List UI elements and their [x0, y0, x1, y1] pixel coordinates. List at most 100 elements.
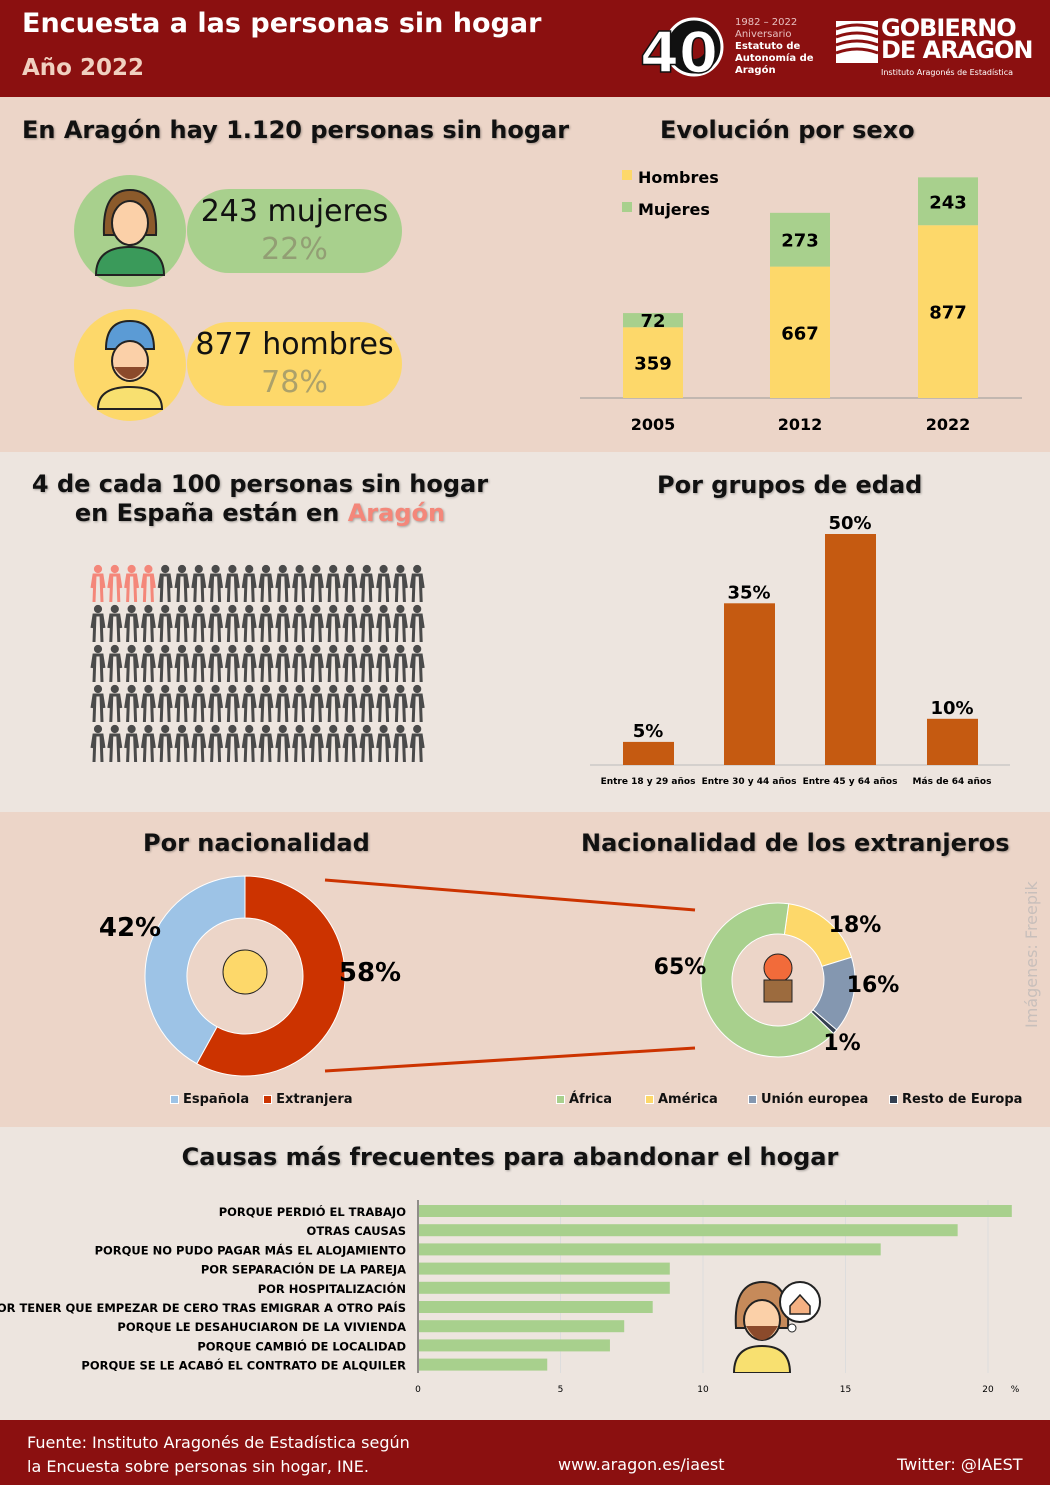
header: Encuesta a las personas sin hogar Año 20… [0, 0, 1050, 97]
person-icon [258, 604, 274, 643]
person-icon [107, 644, 123, 683]
person-icon [308, 684, 324, 723]
cause-label: POR HOSPITALIZACIÓN [258, 1281, 406, 1296]
person-icon [107, 564, 123, 603]
x-tick-label: 15 [840, 1385, 851, 1395]
data-label: 58% [339, 958, 401, 988]
x-tick-label: 5 [558, 1385, 564, 1395]
image-credit: Imágenes: Freepik [1022, 881, 1041, 1028]
x-tick-label: 2022 [926, 415, 971, 434]
cause-label: PORQUE PERDIÓ EL TRABAJO [219, 1204, 407, 1219]
connector-line [324, 1046, 696, 1073]
cause-bar [419, 1281, 670, 1294]
sex-chart-title: Evolución por sexo [660, 116, 915, 144]
person-icon [392, 724, 408, 763]
person-icon [275, 604, 291, 643]
legend-label: Hombres [638, 168, 719, 187]
person-icon [359, 604, 375, 643]
legend-swatch [622, 202, 632, 212]
person-icon [140, 644, 156, 683]
person-icon [392, 644, 408, 683]
foreign-nationality-title: Nacionalidad de los extranjeros [581, 829, 1010, 857]
website-link[interactable]: www.aragon.es/iaest [558, 1455, 725, 1474]
data-label: 243 [929, 192, 967, 213]
data-label: 18% [829, 913, 882, 938]
person-icon [376, 564, 392, 603]
nationality-title: Por nacionalidad [143, 829, 370, 857]
person-icon [308, 564, 324, 603]
person-icon [292, 564, 308, 603]
person-icon [409, 724, 425, 763]
data-label: 273 [781, 231, 819, 252]
data-label: 65% [654, 955, 707, 980]
person-icon [107, 604, 123, 643]
person-icon [224, 724, 240, 763]
person-icon [191, 604, 207, 643]
person-icon [208, 604, 224, 643]
person-icon [208, 564, 224, 603]
person-icon [224, 604, 240, 643]
person-icon [90, 724, 106, 763]
person-icon [409, 564, 425, 603]
person-icon [359, 644, 375, 683]
person-icon [191, 684, 207, 723]
twitter-link[interactable]: Twitter: @IAEST [897, 1455, 1023, 1474]
person-icon [376, 684, 392, 723]
donut-slice-0 [144, 875, 246, 1065]
x-unit: % [1011, 1385, 1020, 1395]
person-icon [174, 724, 190, 763]
x-tick-label: Entre 30 y 44 años [702, 777, 797, 787]
data-label: 5% [633, 721, 664, 742]
connector-line [324, 878, 696, 912]
legend-resto-europa: Resto de Europa [889, 1092, 1022, 1107]
person-icon [157, 644, 173, 683]
person-icon [325, 644, 341, 683]
cause-bar [419, 1358, 548, 1371]
person-icon [241, 644, 257, 683]
woman-reading-icon [222, 949, 268, 995]
data-label: 667 [781, 323, 819, 344]
person-icon [140, 684, 156, 723]
person-icon [292, 724, 308, 763]
person-icon [157, 564, 173, 603]
institute-name: Instituto Aragonés de Estadística [881, 68, 1014, 77]
bar-hombres [623, 327, 683, 398]
person-icon [392, 564, 408, 603]
data-label: 72 [640, 311, 665, 332]
women-pill: 243 mujeres 22% [187, 189, 402, 273]
person-icon [409, 684, 425, 723]
nationality-donut-charts: 42% 58% 65% 18% 16% 1% [99, 875, 900, 1077]
x-tick-label: 0 [415, 1385, 421, 1395]
data-label: 877 [929, 303, 967, 324]
box-icon [763, 979, 793, 1003]
person-icon [376, 724, 392, 763]
woman-avatar-icon [74, 175, 186, 287]
person-icon [359, 684, 375, 723]
age-bar [623, 741, 674, 765]
person-icon [124, 684, 140, 723]
men-pct: 78% [261, 365, 328, 400]
data-label: 16% [847, 973, 900, 998]
person-icon [342, 724, 358, 763]
person-icon [308, 644, 324, 683]
person-icon [174, 604, 190, 643]
person-icon [325, 684, 341, 723]
person-icon [292, 644, 308, 683]
person-icon [157, 724, 173, 763]
person-icon [241, 604, 257, 643]
age-bar [724, 603, 775, 765]
person-icon [140, 604, 156, 643]
person-icon [359, 564, 375, 603]
summary-title: En Aragón hay 1.120 personas sin hogar [22, 116, 570, 144]
cause-label: POR TENER QUE EMPEZAR DE CERO TRAS EMIGR… [0, 1300, 406, 1315]
person-icon [241, 684, 257, 723]
person-icon [157, 684, 173, 723]
page-subtitle: Año 2022 [22, 55, 144, 81]
x-tick-label: 2012 [778, 415, 823, 434]
age-chart-title: Por grupos de edad [657, 471, 923, 499]
person-icon [124, 644, 140, 683]
anniversary-logo: 40 [638, 14, 726, 87]
bar-mujeres [623, 313, 683, 328]
person-icon [191, 724, 207, 763]
person-icon [392, 604, 408, 643]
